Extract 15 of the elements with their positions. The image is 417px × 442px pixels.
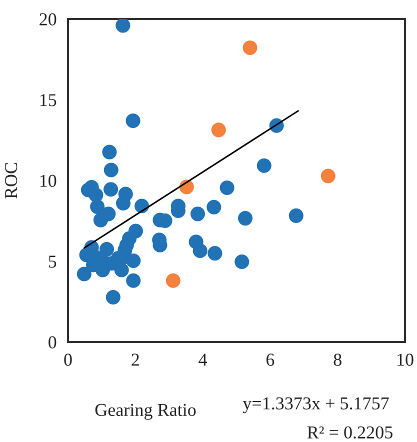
x-tick-label: 10 — [398, 354, 414, 366]
x-axis-title: Gearing Ratio — [95, 404, 196, 420]
y-tick-label: 15 — [40, 94, 56, 106]
x-tick-label: 6 — [266, 354, 274, 366]
y-tick-label: 5 — [48, 256, 56, 268]
y-tick-label: 10 — [40, 174, 56, 187]
x-tick-label: 4 — [198, 354, 208, 366]
text: R² = 0.2205 — [307, 426, 392, 439]
y-tick-label: 0 — [48, 336, 56, 348]
x-tick-label: 2 — [132, 354, 139, 366]
x-tick-label: 0 — [64, 354, 72, 366]
y-tick-label: 20 — [40, 13, 56, 26]
y-axis-title: ROC — [5, 162, 18, 199]
x-tick-label: 8 — [334, 354, 342, 366]
text: y=1.3373x + 5.1757 — [242, 397, 389, 414]
